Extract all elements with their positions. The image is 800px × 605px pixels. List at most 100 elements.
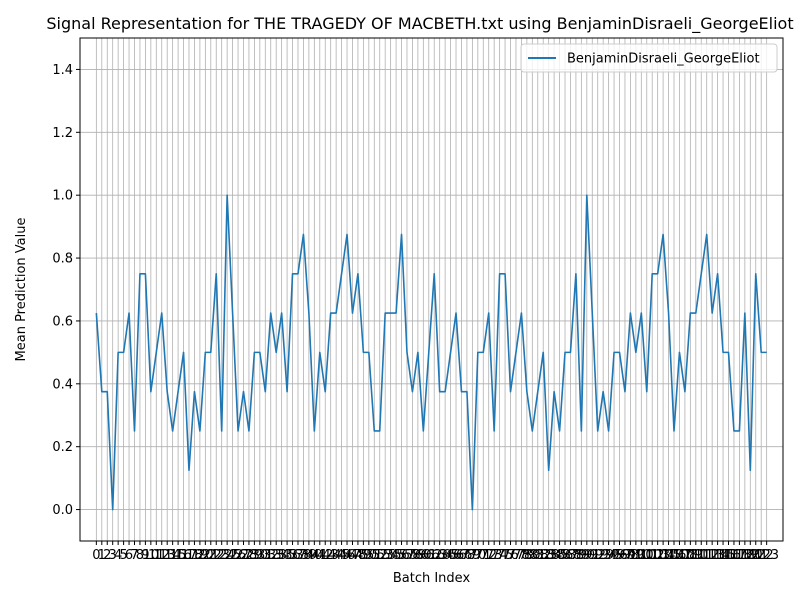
x-tick-label: 88 xyxy=(568,548,585,563)
x-tick-label: 10 xyxy=(143,548,160,563)
x-tick-label: 54 xyxy=(382,548,399,563)
data-point xyxy=(264,391,266,393)
data-point xyxy=(232,312,234,314)
data-point xyxy=(422,430,424,432)
x-tick-label: 87 xyxy=(562,548,579,563)
data-point xyxy=(695,312,697,314)
x-tick-label: 85 xyxy=(551,548,568,563)
data-point xyxy=(444,391,446,393)
data-point xyxy=(346,233,348,235)
data-point xyxy=(270,312,272,314)
x-tick-label: 110 xyxy=(683,548,708,563)
x-tick-label: 22 xyxy=(208,548,225,563)
x-tick-label: 64 xyxy=(437,548,454,563)
x-tick-label: 109 xyxy=(678,548,703,563)
x-tick-label: 90 xyxy=(579,548,596,563)
x-tick-label: 67 xyxy=(453,548,470,563)
data-point xyxy=(242,391,244,393)
data-point xyxy=(586,194,588,196)
x-tick-label: 74 xyxy=(491,548,508,563)
x-tick-label: 30 xyxy=(252,548,269,563)
x-tick-label: 100 xyxy=(629,548,654,563)
x-tick-label: 52 xyxy=(371,548,388,563)
x-tick-label: 80 xyxy=(524,548,541,563)
data-point xyxy=(401,233,403,235)
y-tick-label: 0.4 xyxy=(52,377,73,392)
series-layer xyxy=(95,194,767,511)
x-tick-label: 108 xyxy=(672,548,697,563)
data-point xyxy=(526,391,528,393)
x-tick-label: 29 xyxy=(246,548,263,563)
data-point xyxy=(668,312,670,314)
x-tick-label: 56 xyxy=(393,548,410,563)
x-tick-label: 6 xyxy=(125,548,133,563)
data-point xyxy=(744,312,746,314)
data-point xyxy=(651,273,653,275)
x-tick-label: 7 xyxy=(130,548,138,563)
data-point xyxy=(330,312,332,314)
data-point xyxy=(662,233,664,235)
data-point xyxy=(292,273,294,275)
x-tick-label: 49 xyxy=(355,548,372,563)
x-tick-label: 2 xyxy=(103,548,111,563)
data-point xyxy=(395,312,397,314)
data-point xyxy=(199,430,201,432)
data-point xyxy=(204,351,206,353)
x-tick-label: 0 xyxy=(92,548,100,563)
data-point xyxy=(608,430,610,432)
data-point xyxy=(673,430,675,432)
data-point xyxy=(384,312,386,314)
x-tick-label: 48 xyxy=(350,548,367,563)
data-point xyxy=(711,312,713,314)
data-point xyxy=(117,351,119,353)
data-point xyxy=(351,312,353,314)
data-point xyxy=(248,430,250,432)
y-tick-label: 1.2 xyxy=(52,126,73,141)
x-tick-label: 39 xyxy=(301,548,318,563)
data-point xyxy=(455,312,457,314)
data-point xyxy=(629,312,631,314)
data-point xyxy=(193,391,195,393)
data-point xyxy=(302,233,304,235)
x-tick-label: 76 xyxy=(502,548,519,563)
x-tick-label: 78 xyxy=(513,548,530,563)
x-tick-label: 50 xyxy=(361,548,378,563)
x-tick-label: 20 xyxy=(197,548,214,563)
data-point xyxy=(237,430,239,432)
data-point xyxy=(439,391,441,393)
data-point xyxy=(749,469,751,471)
data-point xyxy=(493,430,495,432)
x-tick-label: 96 xyxy=(611,548,628,563)
x-tick-label: 62 xyxy=(426,548,443,563)
x-tick-label: 45 xyxy=(333,548,350,563)
data-point xyxy=(150,391,152,393)
x-tick-label: 70 xyxy=(470,548,487,563)
y-axis-ticks: 0.0 0.2 0.4 0.6 0.8 1.0 1.2 1.4 xyxy=(52,63,80,518)
data-point xyxy=(717,273,719,275)
data-point xyxy=(515,351,517,353)
x-tick-label: 25 xyxy=(224,548,241,563)
x-tick-label: 16 xyxy=(175,548,192,563)
x-tick-label: 107 xyxy=(667,548,692,563)
x-tick-label: 36 xyxy=(284,548,301,563)
data-point xyxy=(689,312,691,314)
y-tick-label: 0.8 xyxy=(52,252,73,267)
chart-title: Signal Representation for THE TRAGEDY OF… xyxy=(46,14,793,34)
data-point xyxy=(177,391,179,393)
x-tick-label: 117 xyxy=(722,548,747,563)
x-tick-label: 9 xyxy=(141,548,149,563)
data-point xyxy=(466,391,468,393)
x-tick-label: 15 xyxy=(170,548,187,563)
x-tick-label: 11 xyxy=(148,548,165,563)
x-tick-label: 72 xyxy=(480,548,497,563)
x-tick-label: 1 xyxy=(98,548,106,563)
data-point xyxy=(144,273,146,275)
data-point xyxy=(542,351,544,353)
data-point xyxy=(362,351,364,353)
data-point xyxy=(155,351,157,353)
data-point xyxy=(537,391,539,393)
x-tick-label: 12 xyxy=(153,548,170,563)
y-tick-label: 0.6 xyxy=(52,314,73,329)
data-point xyxy=(139,273,141,275)
x-tick-label: 105 xyxy=(656,548,681,563)
